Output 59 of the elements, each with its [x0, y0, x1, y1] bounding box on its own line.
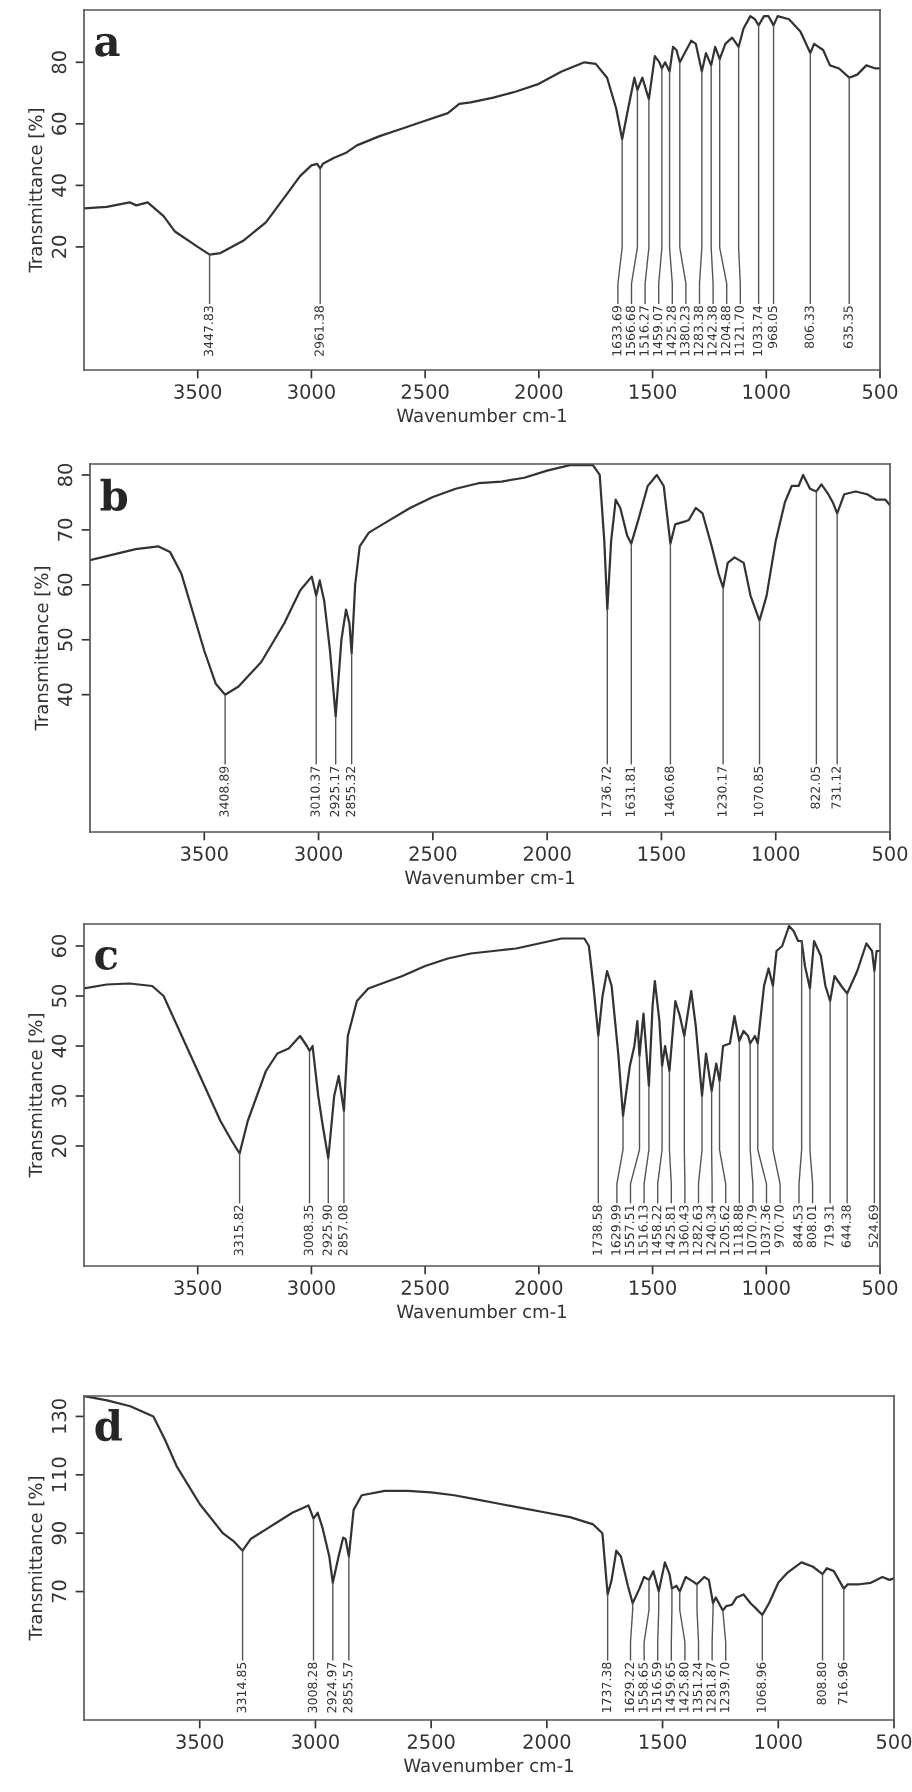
x-tick-label: 1000 — [755, 1734, 802, 1749]
y-tick-label: 60 — [57, 573, 73, 596]
x-axis-title: Wavenumber cm-1 — [404, 870, 574, 885]
y-tick-label: 40 — [51, 174, 67, 197]
y-axis-title: Transmittance [%] — [34, 567, 51, 731]
y-tick-label: 50 — [57, 628, 73, 651]
x-tick-label: 1000 — [743, 1280, 790, 1295]
y-tick-label: 50 — [51, 984, 67, 1007]
x-tick-label: 500 — [862, 384, 898, 399]
x-tick-label: 3500 — [174, 384, 222, 399]
y-tick-label: 40 — [51, 1034, 67, 1058]
y-tick-label: 20 — [51, 1134, 67, 1157]
y-tick-label: 60 — [51, 934, 67, 958]
x-tick-label: 3500 — [174, 1280, 222, 1295]
x-axis-title: Wavenumber cm-1 — [396, 1304, 566, 1319]
x-tick-label: 3000 — [288, 384, 335, 399]
line-series — [84, 15, 880, 256]
x-tick-label: 1500 — [638, 846, 685, 861]
x-tick-label: 1000 — [753, 846, 800, 861]
x-tick-label: 500 — [872, 846, 908, 861]
x-tick-label: 3000 — [288, 1280, 335, 1295]
y-tick-label: 60 — [51, 112, 67, 135]
x-tick-label: 1500 — [639, 1734, 687, 1749]
x-axis-title: Wavenumber cm-1 — [396, 408, 566, 423]
x-tick-label: 2500 — [401, 1280, 449, 1295]
y-tick-label: 90 — [51, 1522, 67, 1545]
y-tick-label: 130 — [51, 1399, 67, 1433]
x-tick-label: 1500 — [629, 1280, 677, 1295]
x-tick-label: 2000 — [523, 1734, 571, 1749]
y-tick-label: 20 — [51, 235, 67, 258]
y-axis-title: Transmittance [%] — [28, 109, 45, 273]
y-tick-label: 30 — [51, 1084, 67, 1107]
y-tick-label: 80 — [51, 51, 67, 74]
y-axis-title: Transmittance [%] — [28, 1477, 45, 1641]
x-tick-label: 1000 — [743, 384, 790, 399]
chart-title: c — [95, 947, 118, 970]
x-tick-label: 3500 — [176, 1734, 224, 1749]
y-tick-label: 80 — [57, 463, 73, 487]
y-tick-label: 40 — [57, 683, 73, 707]
x-tick-label: 3000 — [295, 846, 343, 861]
y-axis-title: Transmittance [%] — [28, 1014, 45, 1178]
x-tick-label: 2500 — [401, 384, 449, 399]
chart-title: d — [95, 1408, 122, 1442]
x-tick-label: 2000 — [515, 1280, 563, 1295]
y-tick-label: 110 — [51, 1457, 67, 1492]
x-tick-label: 2500 — [407, 1734, 455, 1749]
x-axis-title: Wavenumber cm-1 — [403, 1758, 573, 1773]
x-tick-label: 1500 — [629, 384, 677, 399]
chart-title: b — [100, 478, 128, 511]
chart-title: a — [95, 33, 120, 57]
x-tick-label: 2000 — [523, 846, 571, 861]
x-tick-label: 3000 — [292, 1734, 339, 1749]
y-tick-label: 70 — [51, 1580, 67, 1603]
x-tick-label: 2000 — [515, 384, 563, 399]
x-tick-label: 2500 — [409, 846, 457, 861]
x-tick-label: 500 — [876, 1734, 912, 1749]
x-tick-label: 3500 — [181, 846, 228, 861]
x-tick-label: 500 — [862, 1280, 898, 1295]
y-tick-label: 70 — [57, 518, 73, 541]
